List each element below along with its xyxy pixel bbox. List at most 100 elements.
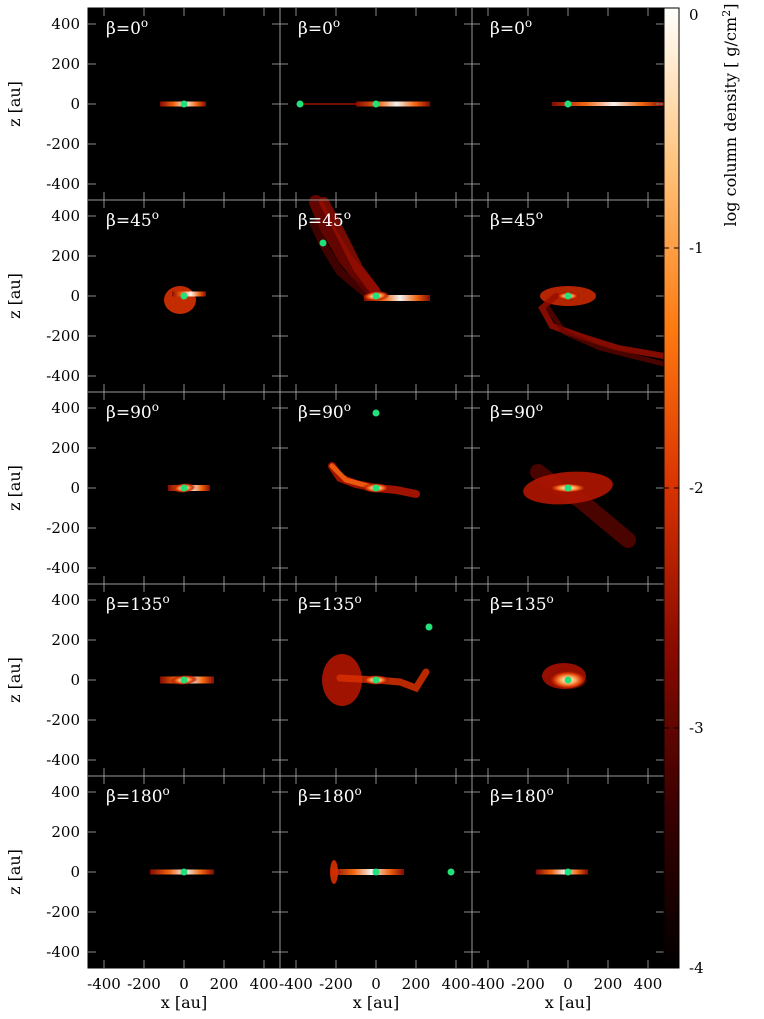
- density-features: [150, 101, 667, 884]
- panel-label-r1c0: β=45o: [106, 208, 159, 231]
- star-marker-r2c1-0: [372, 484, 380, 492]
- ytick-label-r4: -400: [46, 943, 80, 961]
- disk-r1-c1: [364, 295, 430, 301]
- xtick-label-c1: -400: [279, 975, 313, 993]
- colorbar: 0 -1 -2 -3 -4 log column density [ g/cm2]: [663, 4, 740, 977]
- disk-r4-c2: [536, 869, 588, 875]
- ytick-label-r0: 200: [51, 55, 80, 73]
- axis-ticks: -400 -200 0 200 400 z [au] -400 -200 0 200 400 z [a…: [5, 15, 662, 1012]
- ytick-label-r2: -400: [46, 559, 80, 577]
- ytick-label-r3: 400: [51, 591, 80, 609]
- panel-label-r2c1: β=90o: [298, 400, 351, 423]
- ylabel-r2: z [au]: [5, 465, 24, 511]
- star-marker-r3c2-0: [564, 676, 572, 684]
- disk-r1-c0: [172, 291, 206, 297]
- xtick-label-c1: 400: [442, 975, 471, 993]
- ytick-label-r4: 0: [70, 863, 80, 881]
- panel-label-r3c2: β=135o: [490, 592, 554, 615]
- panel-gridlines: [88, 8, 664, 968]
- ytick-label-r1: 200: [51, 247, 80, 265]
- xlabel-c2: x [au]: [545, 993, 591, 1012]
- panel-label-r4c1: β=180o: [298, 784, 362, 807]
- panel-label-r1c1: β=45o: [298, 208, 351, 231]
- xtick-label-c0: 400: [250, 975, 279, 993]
- xtick-label-c0: -200: [127, 975, 161, 993]
- ytick-label-r2: 400: [51, 399, 80, 417]
- panel-label-r0c2: β=0o: [490, 16, 532, 39]
- colorbar-tick-label: -3: [689, 719, 704, 737]
- ylabel-r1: z [au]: [5, 273, 24, 319]
- star-markers: [180, 100, 572, 876]
- star-marker-r0c1-1: [296, 100, 304, 108]
- ylabel-r3: z [au]: [5, 657, 24, 703]
- xlabel-c0: x [au]: [161, 993, 207, 1012]
- arc-bright-r2-c1: [329, 463, 371, 489]
- star-marker-r3c1-0: [372, 676, 380, 684]
- ytick-label-r0: -400: [46, 175, 80, 193]
- ytick-label-r2: -200: [46, 519, 80, 537]
- star-marker-r2c0-0: [180, 484, 188, 492]
- ytick-label-r3: 0: [70, 671, 80, 689]
- ytick-label-r0: 0: [70, 95, 80, 113]
- colorbar-tick-label: -1: [689, 239, 704, 257]
- ytick-label-r3: -200: [46, 711, 80, 729]
- stream-b-r1-c1: [319, 197, 381, 297]
- xtick-label-c0: 0: [179, 975, 189, 993]
- star-marker-r1c2-0: [564, 292, 572, 300]
- star-marker-r1c1-1: [319, 239, 327, 247]
- panel-label-r0c0: β=0o: [106, 16, 148, 39]
- ytick-label-r1: -400: [46, 367, 80, 385]
- colorbar-tick-label: -2: [689, 479, 704, 497]
- ytick-label-r1: 0: [70, 287, 80, 305]
- colorbar-label: log column density [ g/cm2]: [720, 4, 740, 227]
- ytick-label-r1: 400: [51, 207, 80, 225]
- ytick-label-r2: 0: [70, 479, 80, 497]
- xtick-label-c1: 200: [402, 975, 431, 993]
- panel-label-r0c1: β=0o: [298, 16, 340, 39]
- disk-r0-c1: [356, 101, 430, 107]
- panel-label-r3c1: β=135o: [298, 592, 362, 615]
- panel-label-r4c2: β=180o: [490, 784, 554, 807]
- spiral-b-r1-c2: [545, 305, 667, 367]
- ytick-label-r4: -200: [46, 903, 80, 921]
- disk-r0-c2: [552, 102, 664, 106]
- ytick-label-r4: 400: [51, 783, 80, 801]
- xtick-label-c2: -400: [471, 975, 505, 993]
- xtick-label-c0: -400: [87, 975, 121, 993]
- xtick-label-c2: 400: [634, 975, 663, 993]
- colorbar-tick-label: 0: [689, 6, 699, 24]
- panel-label-r2c0: β=90o: [106, 400, 159, 423]
- ytick-label-r3: 200: [51, 631, 80, 649]
- star-marker-r0c1-0: [372, 100, 380, 108]
- star-marker-r3c0-0: [180, 676, 188, 684]
- xtick-label-c2: 0: [563, 975, 573, 993]
- panel-label-r2c2: β=90o: [490, 400, 543, 423]
- star-marker-r0c2-0: [564, 100, 572, 108]
- ylabel-r0: z [au]: [5, 81, 24, 127]
- edge-r4-c1: [330, 860, 338, 884]
- ytick-label-r1: -200: [46, 327, 80, 345]
- panel-label-r1c2: β=45o: [490, 208, 543, 231]
- stream-c-r1-c1: [310, 220, 368, 296]
- ytick-label-r4: 200: [51, 823, 80, 841]
- ytick-label-r0: 400: [51, 15, 80, 33]
- disk-r4-c1: [332, 869, 404, 875]
- panel-label-r4c0: β=180o: [106, 784, 170, 807]
- xtick-label-c1: 0: [371, 975, 381, 993]
- panel-labels: β=0o β=0o β=0o β=45o β=45o β=45o β=90o β=90o β=9…: [106, 16, 554, 807]
- xtick-label-c2: -200: [511, 975, 545, 993]
- star-marker-r4c1-1: [447, 868, 455, 876]
- panel-label-r3c0: β=135o: [106, 592, 170, 615]
- star-marker-r4c1-0: [372, 868, 380, 876]
- star-marker-r2c1-1: [372, 409, 380, 417]
- star-marker-r3c1-1: [425, 623, 433, 631]
- xlabel-c1: x [au]: [353, 993, 399, 1012]
- xtick-label-c2: 200: [594, 975, 623, 993]
- star-marker-r1c0-0: [180, 292, 188, 300]
- colorbar-tick-label: -4: [689, 959, 704, 977]
- ytick-label-r2: 200: [51, 439, 80, 457]
- xtick-label-c0: 200: [210, 975, 239, 993]
- ytick-label-r0: -200: [46, 135, 80, 153]
- xtick-label-c1: -200: [319, 975, 353, 993]
